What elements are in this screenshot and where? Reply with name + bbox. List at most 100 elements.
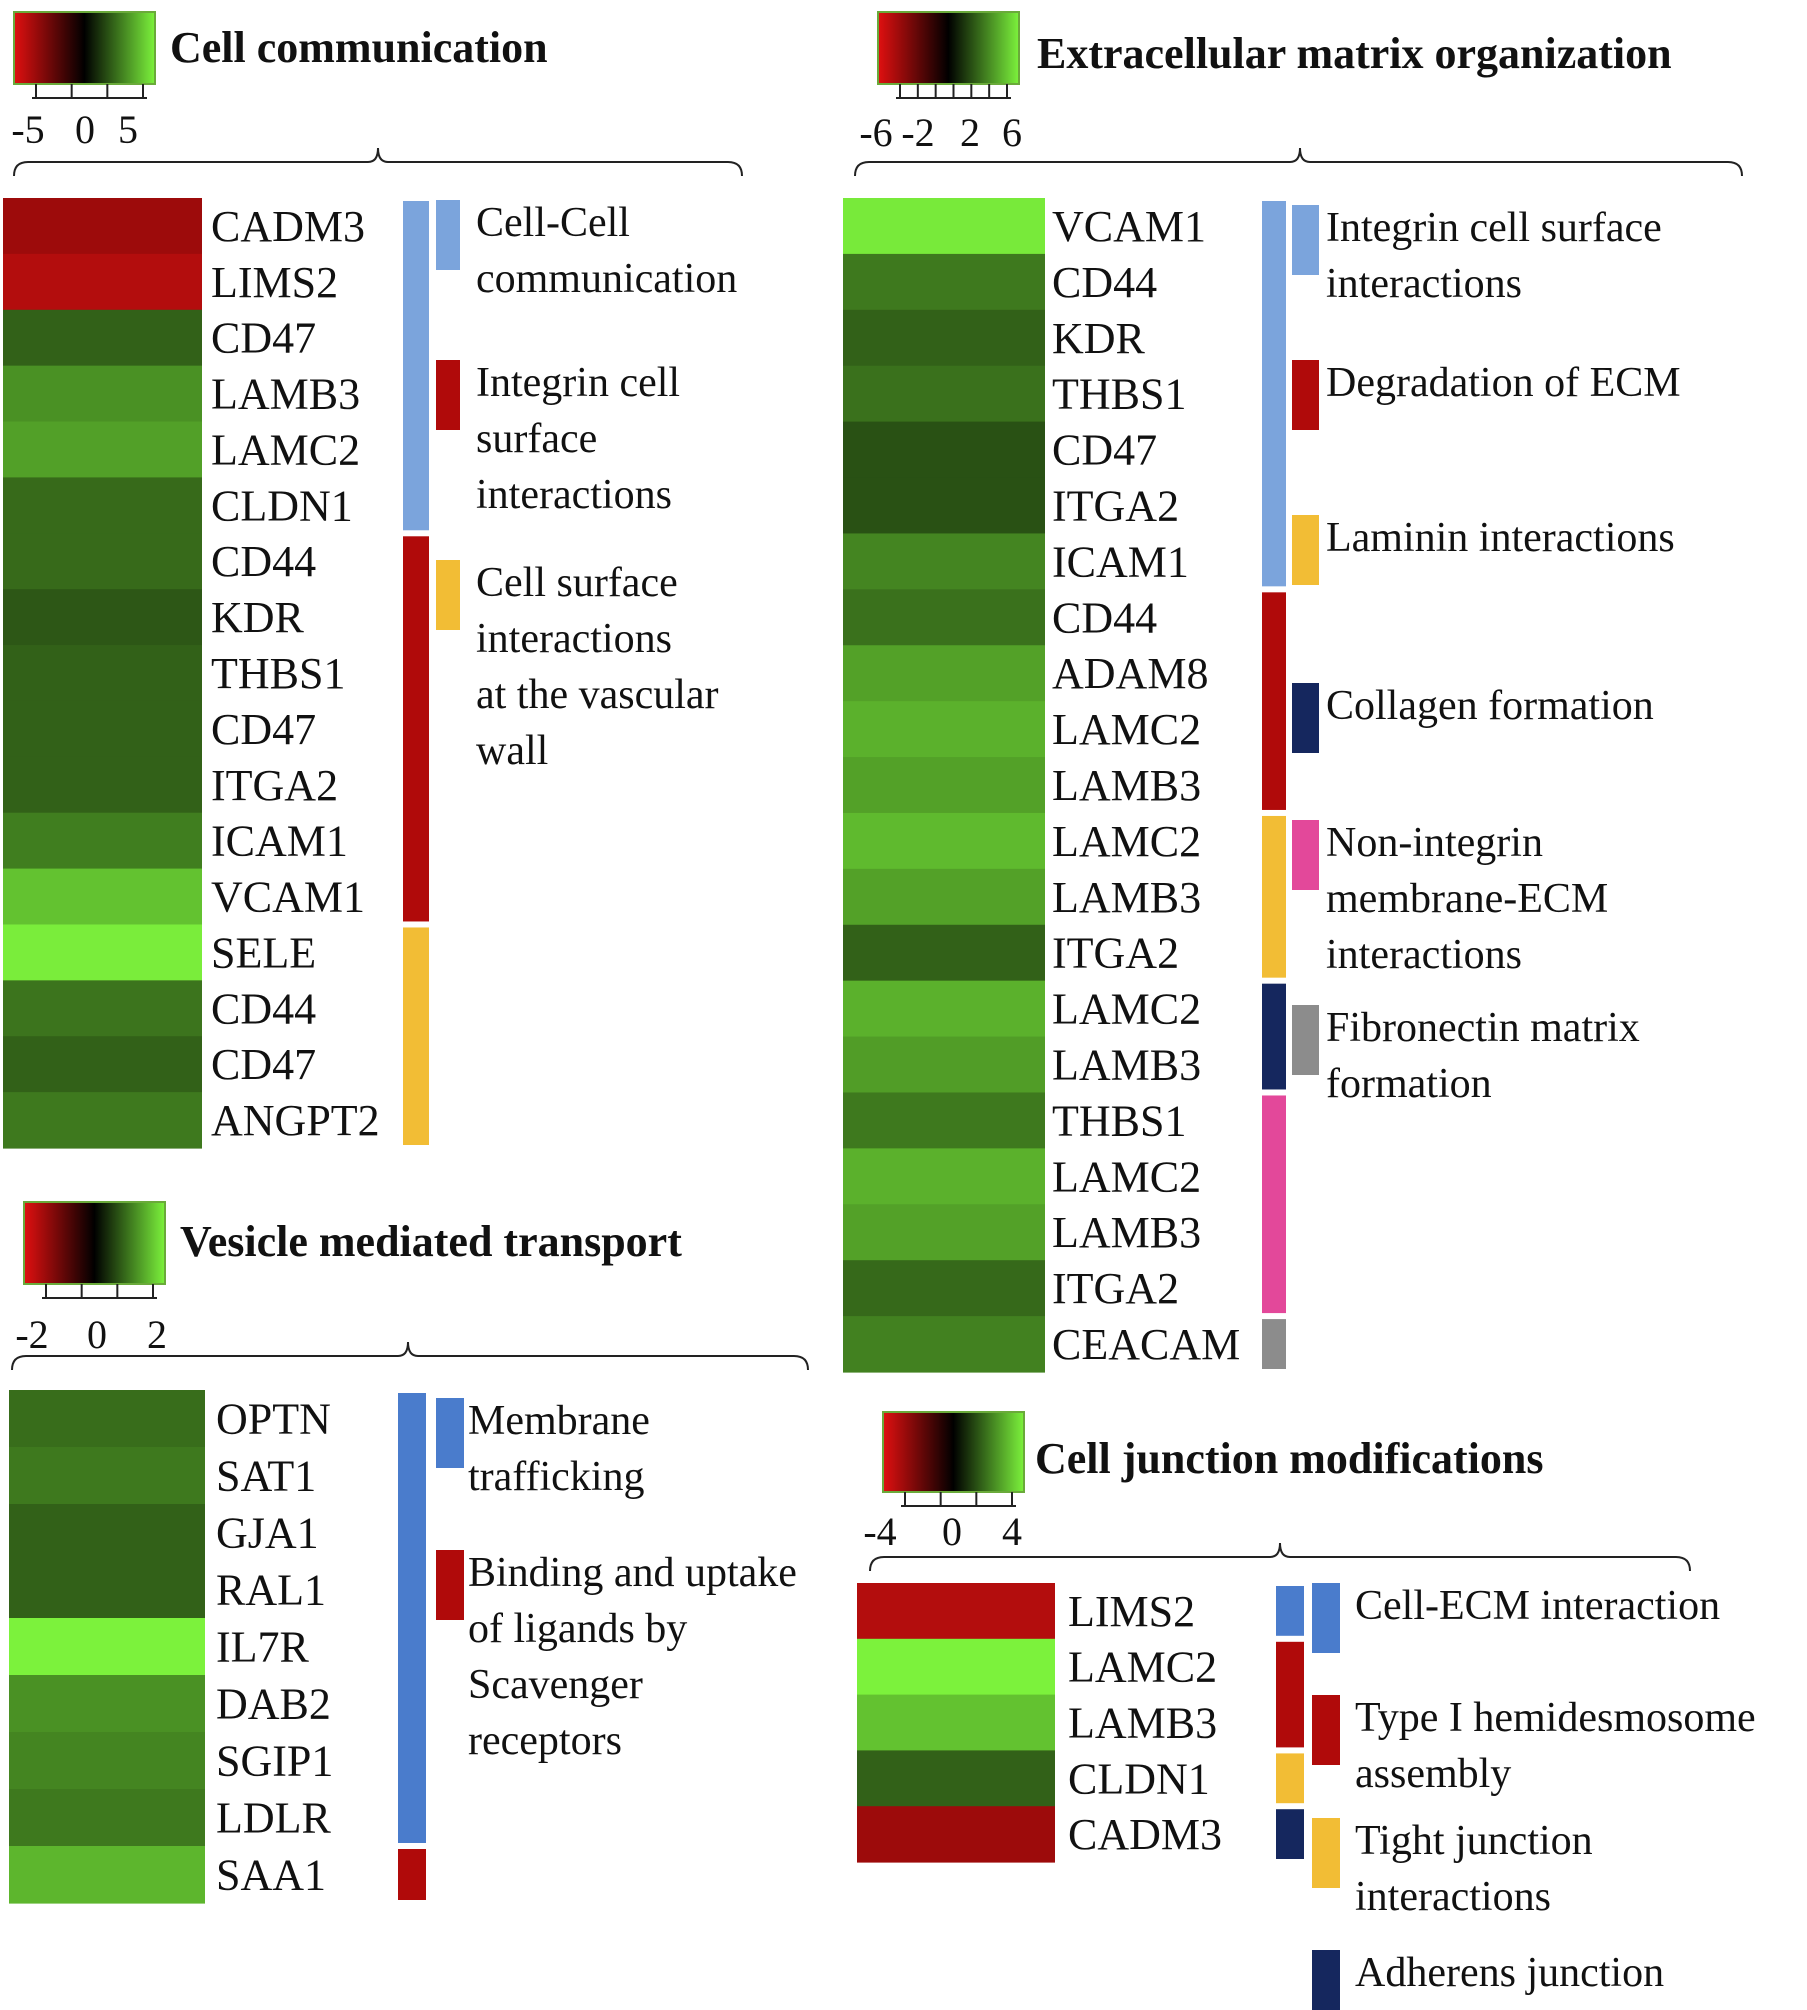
gene-label: ANGPT2	[211, 1096, 380, 1145]
legend-color-bar	[882, 1411, 1025, 1493]
gene-label: LAMC2	[1052, 705, 1201, 754]
pathway-label: Fibronectin matrix	[1326, 1005, 1640, 1051]
heatmap-cell	[9, 1675, 205, 1733]
gene-label: CD47	[211, 1040, 316, 1089]
heatmap-cell	[843, 533, 1045, 590]
heatmap-cell	[843, 1204, 1045, 1261]
heatmap-cell	[3, 533, 202, 590]
legend-tick-label: -6	[859, 110, 892, 155]
heatmap-cell	[843, 757, 1045, 814]
pathway-color-square	[1292, 205, 1319, 275]
gene-label: LAMB3	[211, 370, 360, 419]
heatmap-cell	[3, 700, 202, 758]
pathway-label: membrane-ECM	[1326, 876, 1608, 922]
heatmap-cell	[3, 365, 202, 423]
grouping-brace	[854, 147, 1743, 177]
pathway-color-square	[1292, 683, 1319, 753]
pathway-label: surface	[476, 416, 597, 462]
legend-tick-label: 2	[960, 110, 980, 155]
legend-tick-label: 0	[87, 1312, 107, 1357]
heatmap-cell	[3, 309, 202, 367]
gene-label: LIMS2	[211, 258, 338, 307]
legend-tick-label: -2	[901, 110, 934, 155]
gene-label: ITGA2	[1052, 1264, 1179, 1313]
pathway-color-square	[1312, 1695, 1340, 1765]
heatmap-cell	[3, 198, 202, 255]
grouping-brace	[11, 1341, 809, 1371]
pathway-membership-bar	[1262, 1319, 1286, 1369]
legend-tick-label: -4	[863, 1509, 896, 1554]
pathway-label: Cell-Cell	[476, 200, 630, 246]
heatmap-cell	[3, 980, 202, 1037]
heatmap-cell	[843, 198, 1045, 255]
pathway-color-square	[436, 360, 460, 430]
heatmap-cell	[843, 1148, 1045, 1205]
panel-title: Cell communication	[170, 23, 548, 72]
pathway-membership-bar	[1262, 983, 1286, 1090]
gene-label: CADM3	[1068, 1810, 1222, 1859]
pathway-label: Tight junction	[1355, 1818, 1593, 1864]
gene-label: LAMB3	[1068, 1699, 1217, 1748]
heatmap-cell	[857, 1694, 1055, 1751]
pathway-label: Membrane	[468, 1398, 650, 1444]
gene-label: LAMB3	[1052, 761, 1201, 810]
pathway-label: wall	[476, 728, 548, 774]
gene-label: LAMC2	[1052, 1152, 1201, 1201]
gene-label: CD47	[211, 314, 316, 363]
gene-label: DAB2	[216, 1680, 331, 1729]
gene-label: CD47	[211, 705, 316, 754]
gene-label: SAA1	[216, 1851, 326, 1900]
heatmap-cell	[3, 253, 202, 311]
heatmap-cell	[3, 924, 202, 981]
heatmap-cell	[9, 1390, 205, 1448]
gene-label: LAMB3	[1052, 1041, 1201, 1090]
gene-label: ITGA2	[1052, 929, 1179, 978]
pathway-color-square	[1292, 360, 1319, 430]
heatmap-cell	[9, 1504, 205, 1562]
heatmap-cell	[843, 1316, 1045, 1373]
heatmap-cell	[3, 589, 202, 646]
legend-tick-label: 0	[942, 1509, 962, 1554]
panel-title: Extracellular matrix organization	[1037, 29, 1672, 78]
pathway-membership-bar	[1276, 1641, 1304, 1748]
heatmap-cell	[843, 812, 1045, 870]
pathway-membership-bar	[1262, 1095, 1286, 1314]
gene-label: GJA1	[216, 1509, 319, 1558]
gene-label: ICAM1	[211, 817, 348, 866]
pathway-label: Degradation of ECM	[1326, 360, 1681, 406]
gene-label: LAMC2	[1052, 985, 1201, 1034]
heatmap-cell	[3, 477, 202, 534]
pathway-membership-bar	[1276, 1586, 1304, 1636]
heatmap-cell	[843, 1260, 1045, 1317]
heatmap-cell	[9, 1618, 205, 1676]
pathway-color-square	[1292, 1005, 1319, 1075]
heatmap-cell	[857, 1806, 1055, 1863]
pathway-label: Collagen formation	[1326, 683, 1654, 729]
pathway-color-square	[436, 560, 460, 630]
heatmap-cell	[843, 589, 1045, 646]
pathway-membership-bar	[398, 1849, 426, 1900]
pathway-label: interactions	[1326, 932, 1522, 978]
panel-2: -2 0 2 Vesicle mediated transport OPTN SAT1 GJ…	[9, 1201, 809, 1904]
heatmap-cell	[843, 1092, 1045, 1149]
gene-label: LDLR	[216, 1794, 332, 1843]
heatmap-cell	[843, 253, 1045, 311]
gene-label: OPTN	[216, 1395, 331, 1444]
pathway-label: formation	[1326, 1061, 1492, 1107]
gene-label: SELE	[211, 928, 316, 977]
gene-label: CD44	[211, 537, 316, 586]
gene-label: CLDN1	[211, 481, 353, 530]
gene-label: KDR	[1052, 314, 1146, 363]
heatmap-cell	[3, 756, 202, 814]
pathway-label: interactions	[476, 472, 672, 518]
heatmap-cell	[843, 980, 1045, 1038]
pathway-label: communication	[476, 256, 737, 302]
pathway-label: interactions	[476, 616, 672, 662]
gene-label: ICAM1	[1052, 537, 1189, 586]
grouping-brace	[869, 1542, 1691, 1572]
gene-label: THBS1	[1052, 370, 1186, 419]
legend-tick-label: 5	[118, 107, 138, 152]
gene-label: CD47	[1052, 426, 1157, 475]
grouping-brace	[13, 147, 743, 177]
